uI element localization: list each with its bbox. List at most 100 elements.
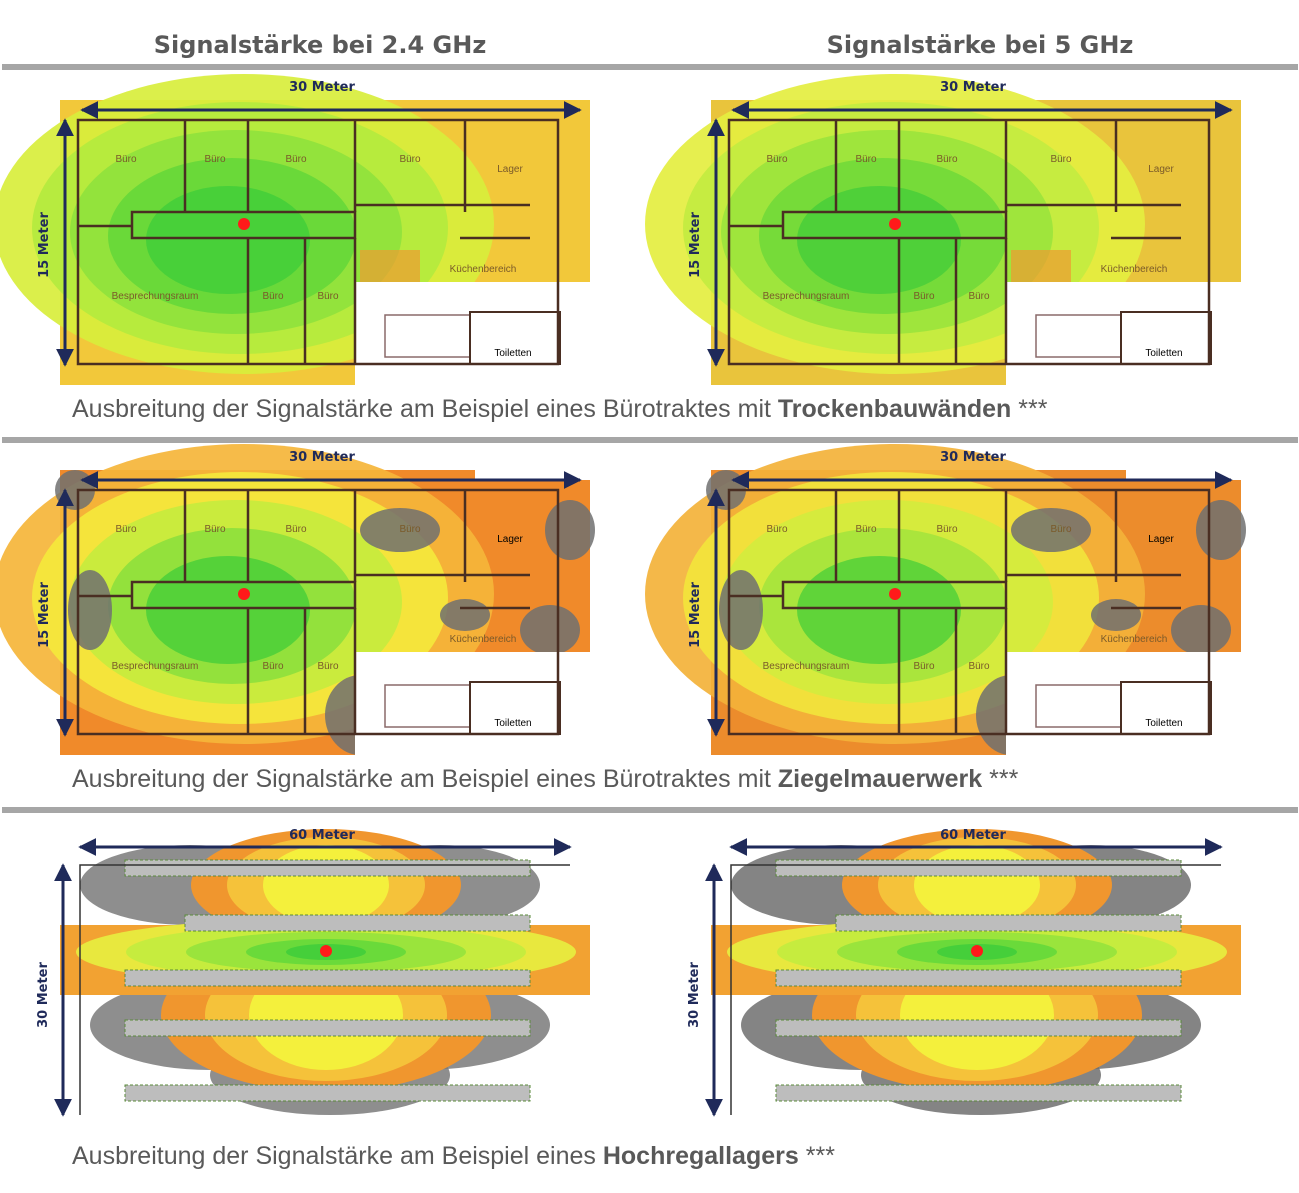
room-label: Büro <box>262 661 284 672</box>
height-label: 15 Meter <box>688 582 703 648</box>
room-label: Besprechungsraum <box>112 291 199 302</box>
heat-weak <box>719 570 763 650</box>
caption-text: Ausbreitung der Signalstärke am Beispiel… <box>72 395 771 423</box>
heat-zone <box>263 845 389 925</box>
room-label: Büro <box>262 291 284 302</box>
access-point <box>889 218 901 230</box>
access-point <box>320 945 332 957</box>
heat-zone <box>797 556 961 664</box>
width-label: 60 Meter <box>289 828 355 843</box>
height-label: 15 Meter <box>37 582 52 648</box>
caption-text: Ausbreitung der Signalstärke am Beispiel… <box>72 1142 596 1170</box>
heat-weak <box>1011 508 1091 552</box>
building-outline <box>730 864 1221 1115</box>
room-label: Büro <box>204 524 226 535</box>
room-label: Lager <box>1148 534 1174 545</box>
room-label: Büro <box>766 154 788 165</box>
width-label: 30 Meter <box>289 450 355 465</box>
wall <box>727 488 1211 736</box>
height-label: 15 Meter <box>37 212 52 278</box>
heat-weak <box>520 605 580 655</box>
caption-suffix: *** <box>1018 395 1048 423</box>
wall <box>76 118 560 366</box>
fixture <box>469 311 561 365</box>
heat-zone <box>797 186 961 294</box>
room-label: Büro <box>399 154 421 165</box>
separator <box>2 807 1298 813</box>
room-label: Büro <box>399 524 421 535</box>
height-label: 30 Meter <box>687 962 702 1028</box>
height-label: 30 Meter <box>36 962 51 1028</box>
heatmap-panel: Büro Büro Büro Büro Lager Besprechungsraum Bür… <box>645 444 1246 755</box>
room-label: Büro <box>766 524 788 535</box>
width-label: 30 Meter <box>940 80 1006 95</box>
room-label: Lager <box>497 534 523 545</box>
caption-emphasis: Ziegelmauerwerk <box>777 765 983 793</box>
caption-emphasis: Trockenbauwänden <box>777 395 1012 423</box>
caption: Ausbreitung der Signalstärke am Beispiel… <box>72 765 1018 794</box>
shelf <box>184 914 531 932</box>
access-point <box>889 588 901 600</box>
room-label: Toiletten <box>494 718 531 729</box>
heat-weak <box>440 599 490 631</box>
room-label: Büro <box>317 661 339 672</box>
shelf <box>775 859 1182 877</box>
width-label: 60 Meter <box>940 828 1006 843</box>
room-label: Büro <box>968 661 990 672</box>
separator <box>2 64 1298 70</box>
room-label: Büro <box>936 154 958 165</box>
room-label: Küchenbereich <box>450 264 517 275</box>
room-label: Büro <box>936 524 958 535</box>
heatmap-panel <box>711 829 1241 1115</box>
heat-weak <box>545 500 595 560</box>
caption-suffix: *** <box>805 1142 835 1170</box>
room-label: Büro <box>913 661 935 672</box>
room-label: Büro <box>1050 524 1072 535</box>
room-label: Büro <box>913 291 935 302</box>
room-label: Büro <box>285 524 307 535</box>
access-point <box>971 945 983 957</box>
heat-weak <box>1171 605 1231 655</box>
width-label: 30 Meter <box>289 80 355 95</box>
heatmap-panel <box>60 829 590 1115</box>
heatmap-panel: Büro Büro Büro Büro Lager Besprechungsraum Bür… <box>0 74 590 385</box>
access-point <box>238 588 250 600</box>
room-label: Büro <box>115 524 137 535</box>
heat-weak <box>1196 500 1246 560</box>
heatmap-panel: Büro Büro Büro Büro Lager Besprechungsraum Bür… <box>645 74 1241 385</box>
room-label: Küchenbereich <box>1101 634 1168 645</box>
separator <box>2 437 1298 443</box>
shelf <box>124 859 531 877</box>
unmeasured-area <box>355 652 590 755</box>
heat-weak <box>1091 599 1141 631</box>
caption-suffix: *** <box>989 765 1019 793</box>
shelf <box>775 1019 1182 1037</box>
room-label: Büro <box>204 154 226 165</box>
corridor-wall <box>130 210 357 240</box>
shelf <box>124 1019 531 1037</box>
heat-weak <box>68 570 112 650</box>
room-label: Toiletten <box>494 348 531 359</box>
caption: Ausbreitung der Signalstärke am Beispiel… <box>72 1142 835 1171</box>
fixture <box>1120 681 1212 735</box>
room-label: Küchenbereich <box>450 634 517 645</box>
heatmap-panel: Büro Büro Büro Büro Lager Besprechungsraum Bür… <box>0 444 595 755</box>
room-label: Büro <box>115 154 137 165</box>
corridor-wall <box>781 580 1008 610</box>
shelf <box>775 1084 1182 1102</box>
room-label: Besprechungsraum <box>763 291 850 302</box>
fixture <box>1120 311 1212 365</box>
room-label: Lager <box>497 164 523 175</box>
building-outline <box>79 864 570 1115</box>
room-label: Toiletten <box>1145 348 1182 359</box>
corridor-wall <box>781 210 1008 240</box>
heat-zone <box>146 186 310 294</box>
caption-text: Ausbreitung der Signalstärke am Beispiel… <box>72 765 771 793</box>
room-label: Büro <box>855 524 877 535</box>
access-point <box>238 218 250 230</box>
wall <box>76 488 560 736</box>
room-label: Besprechungsraum <box>112 661 199 672</box>
room-label: Büro <box>855 154 877 165</box>
